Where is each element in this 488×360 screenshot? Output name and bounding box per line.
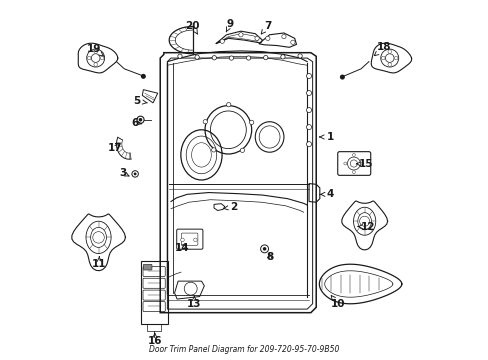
Circle shape: [178, 54, 182, 58]
Circle shape: [280, 55, 285, 59]
Text: Door Trim Panel Diagram for 209-720-95-70-9B50: Door Trim Panel Diagram for 209-720-95-7…: [149, 345, 339, 354]
Circle shape: [306, 90, 311, 95]
Text: 4: 4: [319, 189, 334, 199]
Circle shape: [306, 73, 311, 78]
Text: 6: 6: [131, 118, 142, 128]
Circle shape: [281, 35, 285, 39]
Circle shape: [306, 108, 311, 113]
Circle shape: [290, 40, 294, 44]
Text: 19: 19: [86, 44, 103, 56]
Circle shape: [360, 162, 363, 165]
Text: 12: 12: [357, 222, 375, 231]
Circle shape: [141, 74, 145, 79]
Text: 8: 8: [265, 252, 273, 262]
Circle shape: [195, 55, 199, 59]
Text: 14: 14: [174, 243, 189, 253]
Circle shape: [262, 247, 266, 251]
Circle shape: [249, 120, 253, 125]
Circle shape: [352, 171, 355, 174]
Circle shape: [387, 63, 391, 66]
Text: 11: 11: [92, 256, 106, 269]
Circle shape: [211, 148, 216, 152]
Circle shape: [212, 55, 216, 60]
Text: 17: 17: [108, 143, 122, 153]
Text: 5: 5: [133, 96, 147, 106]
Circle shape: [238, 33, 243, 37]
Circle shape: [203, 120, 207, 124]
Circle shape: [387, 50, 391, 53]
Text: 3: 3: [119, 168, 129, 178]
Circle shape: [226, 103, 230, 107]
Text: 1: 1: [319, 132, 333, 142]
FancyBboxPatch shape: [143, 264, 152, 270]
Circle shape: [94, 50, 97, 53]
Circle shape: [229, 56, 233, 60]
Circle shape: [220, 39, 224, 43]
Text: 10: 10: [330, 296, 344, 309]
Circle shape: [180, 238, 184, 242]
Text: 13: 13: [187, 296, 201, 309]
Text: 20: 20: [185, 21, 199, 34]
Circle shape: [343, 162, 346, 165]
Circle shape: [339, 75, 344, 80]
Circle shape: [254, 36, 259, 41]
Circle shape: [240, 148, 244, 153]
Circle shape: [306, 141, 311, 147]
Circle shape: [139, 118, 142, 122]
Circle shape: [87, 56, 91, 60]
Circle shape: [193, 238, 197, 242]
Text: 18: 18: [374, 42, 391, 56]
Circle shape: [297, 54, 302, 58]
Circle shape: [263, 55, 267, 60]
Circle shape: [381, 56, 384, 60]
Text: 15: 15: [356, 159, 373, 169]
Text: 7: 7: [261, 21, 271, 34]
Text: 9: 9: [226, 19, 233, 32]
Circle shape: [246, 56, 250, 60]
Circle shape: [100, 56, 104, 60]
Circle shape: [133, 172, 136, 175]
Text: 16: 16: [147, 333, 162, 346]
Circle shape: [94, 63, 97, 66]
Text: 2: 2: [223, 202, 237, 212]
Circle shape: [265, 36, 269, 41]
Circle shape: [306, 125, 311, 130]
Circle shape: [394, 56, 397, 60]
Circle shape: [352, 153, 355, 156]
